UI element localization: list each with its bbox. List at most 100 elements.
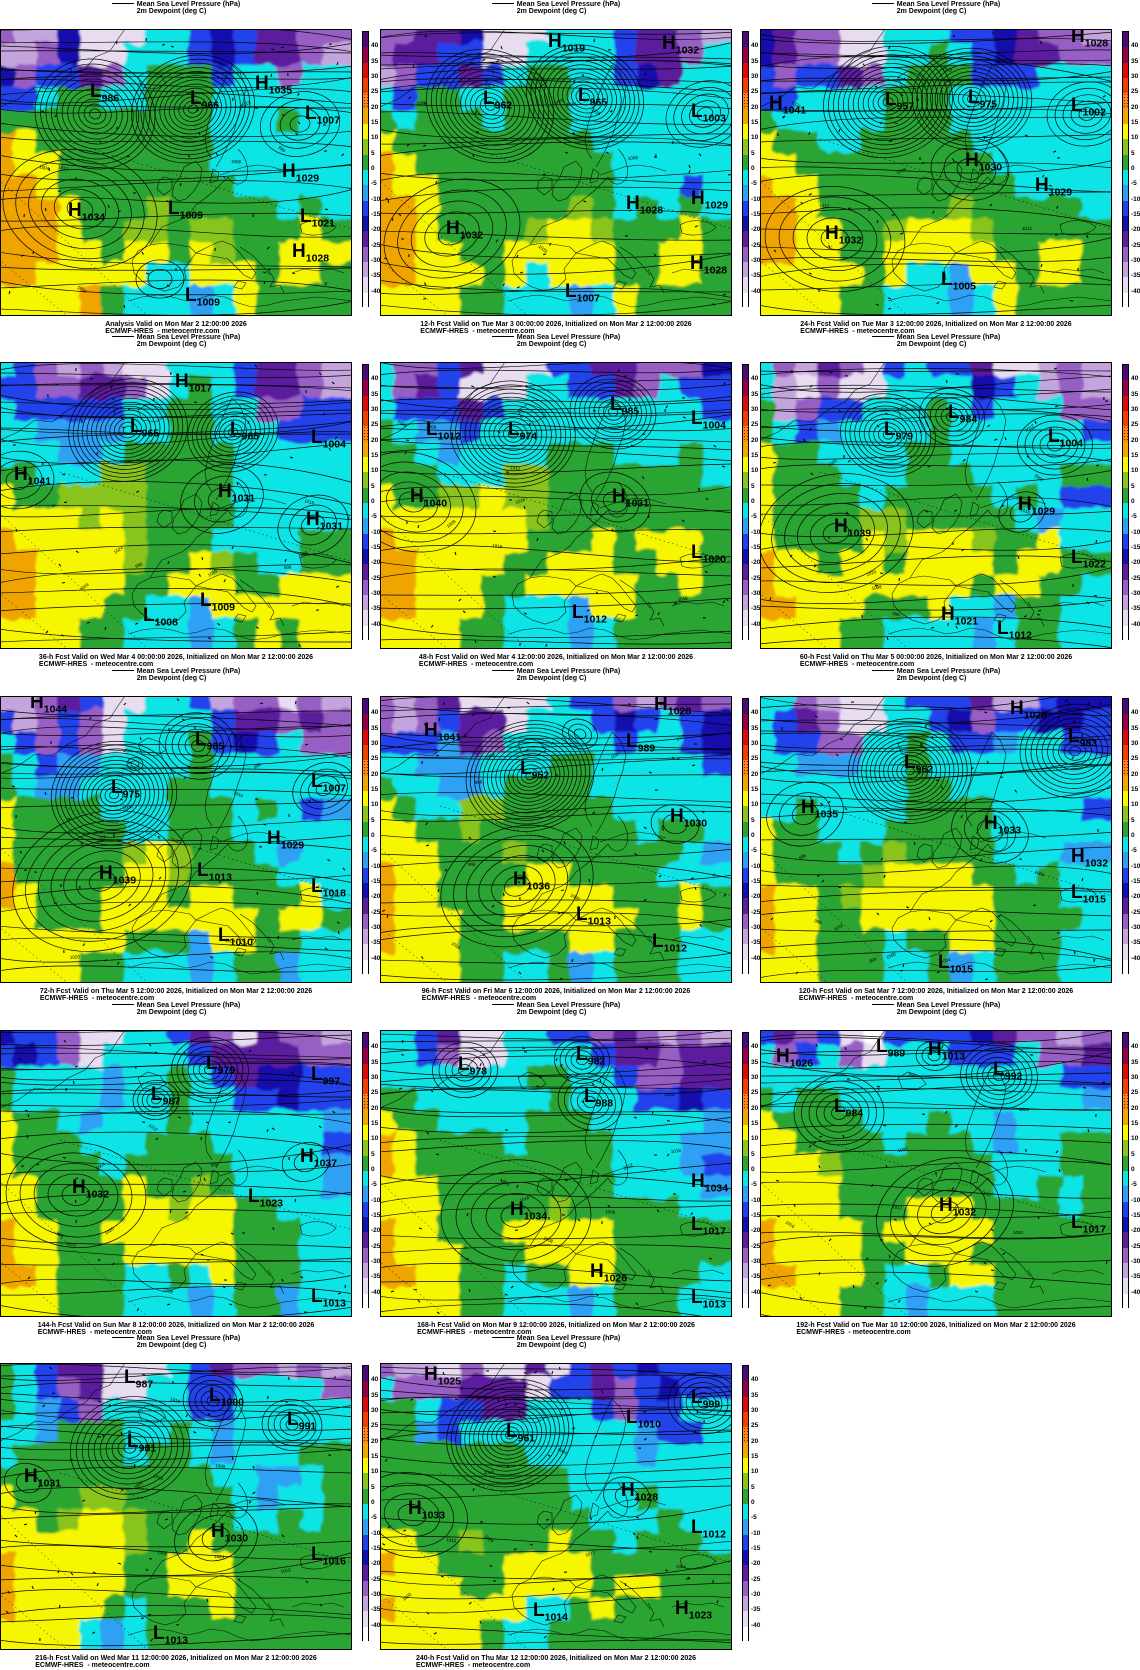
svg-text:L965: L965 bbox=[578, 85, 607, 109]
svg-text:1016: 1016 bbox=[205, 101, 216, 109]
svg-text:1012: 1012 bbox=[1024, 423, 1036, 433]
svg-text:1008: 1008 bbox=[416, 100, 427, 106]
svg-text:1008: 1008 bbox=[446, 518, 457, 528]
svg-text:1020: 1020 bbox=[70, 954, 81, 960]
svg-text:996: 996 bbox=[868, 956, 877, 964]
svg-text:1016: 1016 bbox=[233, 790, 245, 798]
svg-text:1000: 1000 bbox=[897, 1146, 908, 1153]
svg-text:996: 996 bbox=[814, 918, 823, 925]
svg-text:1012: 1012 bbox=[585, 1550, 597, 1558]
svg-text:996: 996 bbox=[908, 1071, 917, 1079]
svg-text:1000: 1000 bbox=[827, 458, 838, 468]
svg-text:1008: 1008 bbox=[628, 155, 639, 161]
svg-text:996: 996 bbox=[277, 145, 286, 154]
svg-text:1016: 1016 bbox=[519, 1195, 531, 1203]
svg-text:1016: 1016 bbox=[170, 1396, 182, 1404]
svg-text:1004: 1004 bbox=[225, 938, 236, 944]
svg-text:1004: 1004 bbox=[79, 582, 90, 592]
svg-text:1012: 1012 bbox=[981, 1190, 992, 1197]
svg-text:1016: 1016 bbox=[833, 922, 845, 932]
svg-text:1020: 1020 bbox=[866, 569, 878, 577]
svg-text:1000: 1000 bbox=[157, 1549, 168, 1557]
svg-text:1004: 1004 bbox=[1034, 869, 1046, 877]
svg-text:1012: 1012 bbox=[510, 465, 521, 472]
svg-text:1000: 1000 bbox=[885, 951, 897, 960]
svg-text:996: 996 bbox=[135, 561, 144, 569]
svg-text:1008: 1008 bbox=[871, 584, 882, 591]
svg-text:1000: 1000 bbox=[122, 804, 133, 811]
svg-text:996: 996 bbox=[468, 862, 476, 867]
svg-text:996: 996 bbox=[798, 852, 807, 860]
svg-text:L984: L984 bbox=[834, 1096, 863, 1120]
svg-text:1016: 1016 bbox=[450, 941, 462, 951]
svg-text:1008: 1008 bbox=[163, 1286, 175, 1295]
svg-text:1020: 1020 bbox=[1019, 1107, 1030, 1112]
svg-text:1012: 1012 bbox=[147, 1123, 159, 1133]
svg-text:1016: 1016 bbox=[484, 1469, 495, 1475]
svg-text:1020: 1020 bbox=[566, 101, 577, 107]
svg-text:1020: 1020 bbox=[610, 750, 622, 760]
svg-text:1000: 1000 bbox=[970, 99, 981, 106]
svg-text:1016: 1016 bbox=[515, 497, 527, 505]
svg-text:1024: 1024 bbox=[790, 100, 802, 110]
svg-text:1000: 1000 bbox=[401, 1591, 412, 1601]
svg-text:1000: 1000 bbox=[170, 836, 182, 845]
svg-text:996: 996 bbox=[56, 1231, 65, 1239]
svg-text:1000: 1000 bbox=[297, 550, 309, 559]
svg-text:1008: 1008 bbox=[896, 167, 908, 175]
svg-text:1008: 1008 bbox=[605, 1209, 616, 1215]
svg-text:996: 996 bbox=[210, 1162, 219, 1168]
svg-text:1016: 1016 bbox=[675, 733, 687, 742]
svg-text:1016: 1016 bbox=[671, 1148, 682, 1154]
svg-text:1020: 1020 bbox=[537, 244, 548, 254]
svg-text:996: 996 bbox=[284, 565, 292, 570]
svg-text:1008: 1008 bbox=[543, 1235, 555, 1244]
svg-text:1004: 1004 bbox=[664, 1092, 675, 1097]
svg-text:1012: 1012 bbox=[280, 1567, 291, 1574]
svg-text:1012: 1012 bbox=[942, 65, 954, 73]
svg-text:996: 996 bbox=[501, 1179, 510, 1188]
svg-text:1004: 1004 bbox=[133, 1480, 144, 1490]
svg-text:1004: 1004 bbox=[676, 1564, 687, 1569]
svg-text:1016: 1016 bbox=[207, 568, 219, 578]
svg-text:1004: 1004 bbox=[396, 419, 408, 429]
svg-text:996: 996 bbox=[253, 761, 262, 770]
svg-text:1008: 1008 bbox=[215, 1463, 226, 1469]
svg-text:1020: 1020 bbox=[104, 1226, 115, 1236]
svg-text:1020: 1020 bbox=[553, 97, 565, 105]
svg-text:1012: 1012 bbox=[892, 1204, 903, 1211]
svg-text:1012: 1012 bbox=[622, 1162, 634, 1171]
svg-text:1016: 1016 bbox=[304, 498, 315, 506]
svg-text:1012: 1012 bbox=[240, 99, 252, 108]
svg-text:1020: 1020 bbox=[1013, 1230, 1024, 1235]
svg-text:996: 996 bbox=[475, 779, 483, 785]
svg-text:1000: 1000 bbox=[570, 892, 582, 901]
svg-text:1008: 1008 bbox=[231, 159, 242, 165]
svg-text:1008: 1008 bbox=[426, 423, 437, 430]
svg-text:1020: 1020 bbox=[66, 1241, 77, 1248]
svg-text:1016: 1016 bbox=[784, 1220, 796, 1230]
svg-text:1008: 1008 bbox=[485, 752, 497, 760]
svg-text:1012: 1012 bbox=[95, 834, 107, 843]
svg-text:1024: 1024 bbox=[483, 1534, 494, 1544]
svg-text:1024: 1024 bbox=[214, 1554, 225, 1559]
svg-text:1016: 1016 bbox=[492, 543, 503, 549]
svg-text:1004: 1004 bbox=[95, 1161, 107, 1171]
svg-text:1000: 1000 bbox=[76, 285, 88, 295]
svg-text:1016: 1016 bbox=[446, 1537, 457, 1544]
svg-text:996: 996 bbox=[892, 611, 901, 617]
svg-text:1024: 1024 bbox=[113, 545, 125, 555]
svg-text:1016: 1016 bbox=[590, 107, 602, 117]
svg-text:1016: 1016 bbox=[153, 1473, 165, 1481]
svg-text:1020: 1020 bbox=[485, 82, 496, 89]
svg-text:1012: 1012 bbox=[819, 203, 830, 209]
svg-text:1004: 1004 bbox=[940, 957, 951, 964]
svg-text:1012: 1012 bbox=[58, 164, 69, 172]
svg-text:1016: 1016 bbox=[1020, 507, 1032, 515]
svg-text:1016: 1016 bbox=[677, 595, 688, 602]
svg-text:1004: 1004 bbox=[39, 164, 50, 171]
svg-text:1008: 1008 bbox=[1033, 473, 1044, 483]
svg-text:1012: 1012 bbox=[884, 104, 896, 114]
svg-text:1004: 1004 bbox=[557, 1446, 569, 1455]
svg-text:1012: 1012 bbox=[1022, 226, 1033, 231]
